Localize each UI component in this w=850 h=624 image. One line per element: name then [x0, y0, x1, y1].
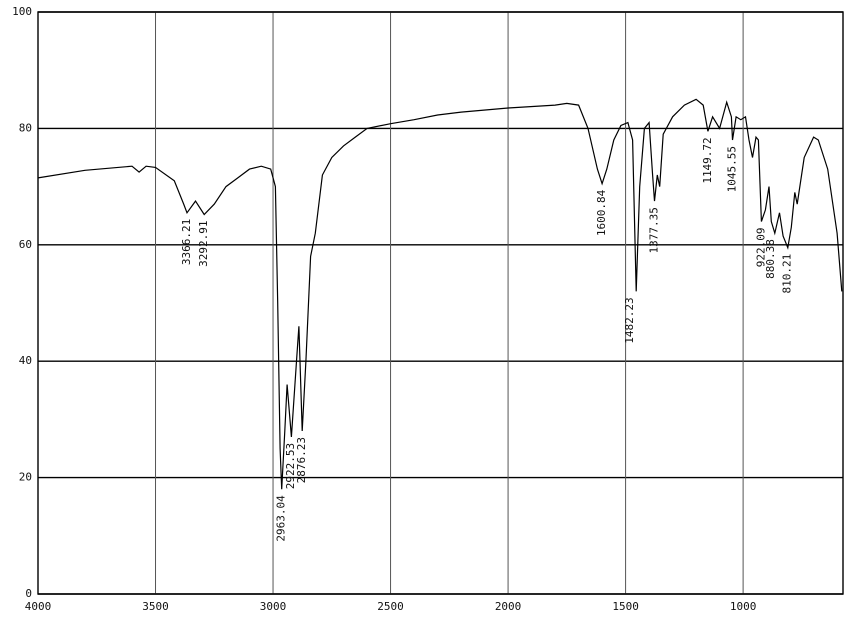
peak-label: 810.21: [781, 254, 794, 294]
plot-frame: [37, 11, 844, 595]
y-tick-label: 60: [19, 238, 32, 251]
peak-label: 2963.04: [275, 495, 288, 542]
x-tick-label: 2500: [377, 600, 404, 613]
x-tick-label: 1500: [612, 600, 639, 613]
x-tick-label: 3000: [260, 600, 287, 613]
peak-label: 1482.23: [623, 297, 636, 343]
y-tick-label: 80: [19, 121, 32, 134]
peak-label: 1045.55: [725, 146, 738, 192]
peak-label: 2922.53: [284, 443, 297, 489]
peak-label: 3292.91: [197, 221, 210, 267]
peak-label: 1600.84: [595, 189, 608, 236]
peak-label: 1149.72: [701, 137, 714, 183]
x-tick-label: 3500: [142, 600, 169, 613]
spectrum-line: [37, 98, 843, 490]
y-tick-label: 100: [12, 5, 32, 18]
x-tick-label: 1000: [730, 600, 757, 613]
peak-label: 1377.35: [647, 207, 660, 253]
y-tick-label: 20: [19, 471, 32, 484]
y-tick-label: 0: [25, 587, 32, 600]
y-tick-label: 40: [19, 354, 32, 367]
peak-label: 3366.21: [180, 219, 193, 265]
peak-label: 922.09: [754, 228, 767, 268]
peak-label: 880.38: [764, 239, 777, 279]
x-tick-label: 4000: [25, 600, 52, 613]
peak-label: 2876.23: [295, 437, 308, 483]
x-tick-label: 2000: [495, 600, 522, 613]
